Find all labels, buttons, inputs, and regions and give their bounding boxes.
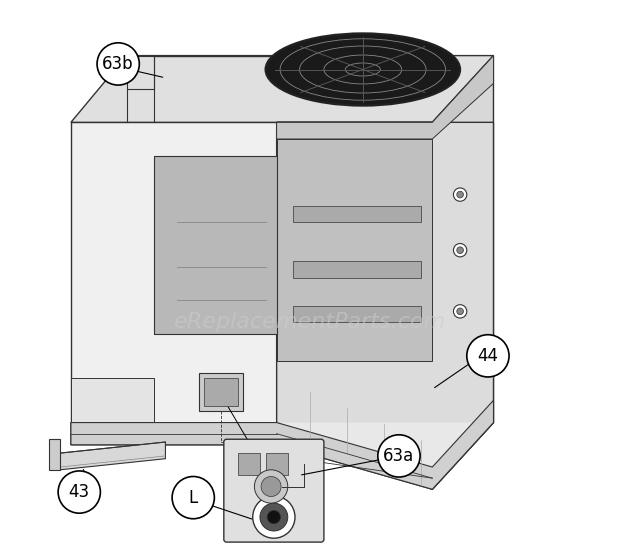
FancyBboxPatch shape: [224, 439, 324, 542]
Circle shape: [58, 471, 100, 513]
Text: 43: 43: [69, 483, 90, 501]
Polygon shape: [71, 378, 154, 423]
Circle shape: [467, 335, 509, 377]
Circle shape: [457, 308, 464, 315]
Circle shape: [453, 188, 467, 201]
Polygon shape: [154, 156, 277, 334]
Circle shape: [267, 510, 280, 524]
Circle shape: [253, 496, 295, 538]
Text: 63b: 63b: [102, 55, 134, 73]
Polygon shape: [71, 423, 494, 489]
Polygon shape: [277, 56, 494, 139]
Text: 44: 44: [477, 347, 498, 365]
Circle shape: [457, 191, 464, 198]
Circle shape: [254, 470, 288, 503]
Polygon shape: [205, 378, 237, 406]
Polygon shape: [277, 56, 494, 489]
Text: 63a: 63a: [383, 447, 415, 465]
Text: L: L: [188, 489, 198, 507]
Circle shape: [260, 503, 288, 531]
Polygon shape: [71, 400, 494, 489]
Circle shape: [378, 435, 420, 477]
Circle shape: [453, 244, 467, 257]
Polygon shape: [293, 206, 421, 222]
Polygon shape: [277, 139, 432, 361]
Polygon shape: [293, 261, 421, 278]
Polygon shape: [49, 439, 60, 470]
Polygon shape: [199, 373, 243, 411]
Polygon shape: [237, 453, 260, 475]
Polygon shape: [71, 56, 494, 122]
Polygon shape: [265, 453, 288, 475]
Circle shape: [172, 476, 215, 519]
Polygon shape: [71, 122, 277, 423]
Ellipse shape: [265, 33, 460, 106]
Text: eReplacementParts.com: eReplacementParts.com: [174, 312, 446, 332]
Polygon shape: [277, 122, 494, 489]
Circle shape: [457, 247, 464, 254]
Circle shape: [97, 43, 140, 85]
Polygon shape: [60, 442, 166, 470]
Circle shape: [453, 305, 467, 318]
Circle shape: [261, 476, 281, 497]
Polygon shape: [293, 306, 421, 322]
